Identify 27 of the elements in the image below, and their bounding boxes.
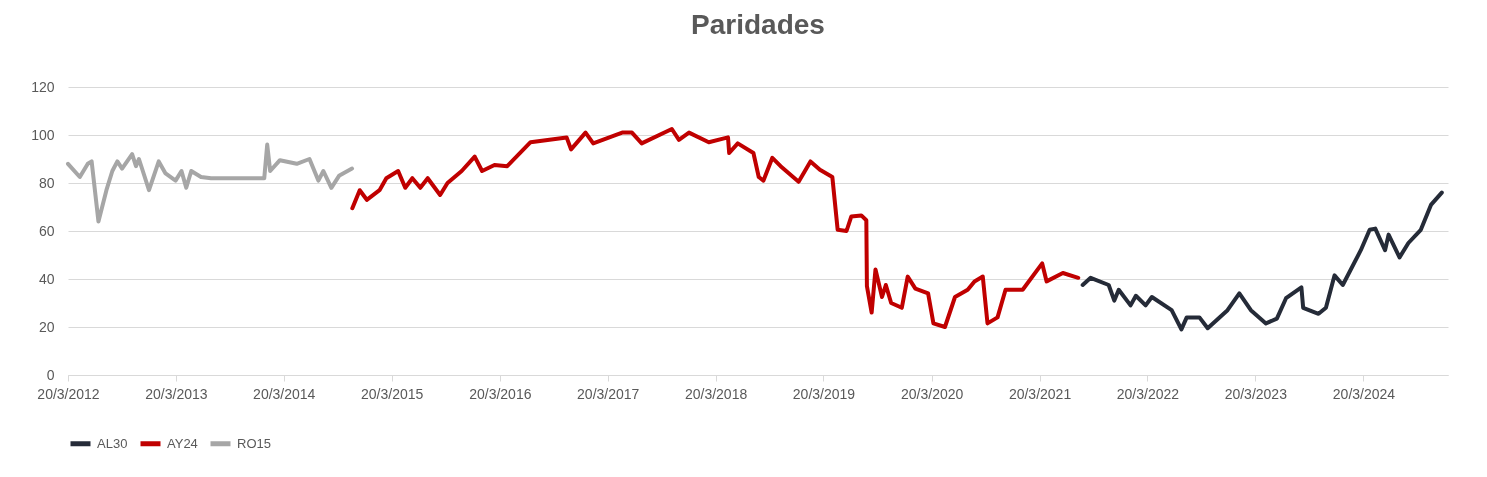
legend-label: AY24 (167, 435, 198, 451)
x-tick-label: 20/3/2024 (1332, 385, 1396, 402)
y-tick-label: 100 (31, 126, 55, 143)
x-tick-label: 20/3/2020 (901, 385, 964, 402)
x-tick-label: 20/3/2018 (684, 385, 748, 402)
x-tick-label: 20/3/2016 (469, 385, 532, 402)
x-tick-label: 20/3/2012 (37, 385, 100, 402)
y-tick-label: 120 (31, 78, 55, 95)
x-tick-label: 20/3/2015 (361, 385, 424, 402)
x-tick-label: 20/3/2022 (1116, 385, 1180, 402)
line-series (1080, 190, 1444, 332)
legend-label: AL30 (97, 435, 128, 451)
x-tick-label: 20/3/2014 (253, 385, 316, 402)
y-tick-label: 20 (38, 318, 55, 335)
x-tick-label: 20/3/2019 (792, 385, 856, 402)
x-tick-label: 20/3/2017 (577, 385, 640, 402)
y-tick-label: 40 (38, 270, 55, 287)
line-series (350, 127, 1081, 329)
y-tick-label: 0 (46, 366, 55, 383)
chart-title: Paridades (691, 9, 825, 40)
line-series (66, 142, 355, 224)
x-tick-label: 20/3/2023 (1224, 385, 1288, 402)
x-tick-label: 20/3/2013 (145, 385, 208, 402)
legend-label: RO15 (237, 435, 271, 451)
y-tick-label: 60 (38, 222, 55, 239)
x-tick-label: 20/3/2021 (1008, 385, 1072, 402)
y-tick-label: 80 (38, 174, 55, 191)
